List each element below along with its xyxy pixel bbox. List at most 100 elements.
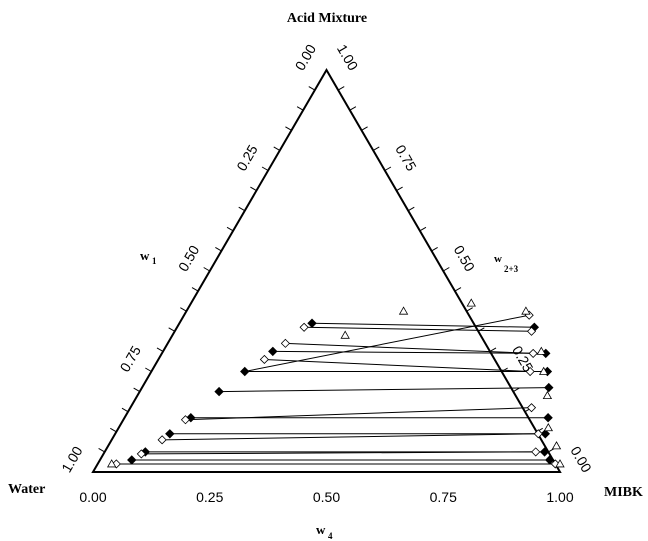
tick-mark [168, 327, 175, 332]
open-triangle-marker [521, 306, 531, 315]
tick-label-right: 0.00 [567, 444, 595, 476]
tick-label-bottom: 1.00 [546, 489, 573, 505]
vertex-label-left: Water [8, 482, 45, 497]
tick-mark [501, 367, 508, 372]
axis-label-w4: w 4 [316, 522, 333, 541]
tick-label-left: 1.00 [58, 443, 86, 475]
filled-diamond-marker [240, 366, 250, 377]
tie-line [312, 322, 535, 328]
tick-label-left: 0.25 [233, 142, 261, 174]
tick-mark [226, 226, 234, 232]
open-triangle-marker [106, 459, 117, 468]
tick-mark [407, 206, 415, 212]
tie-line [285, 342, 534, 354]
tie-line [264, 358, 531, 372]
tick-mark [273, 146, 281, 151]
tick-mark [203, 267, 211, 272]
open-triangle-marker [538, 366, 549, 375]
open-diamond-marker [528, 348, 538, 358]
open-triangle-marker [551, 441, 562, 450]
filled-diamond-marker [543, 413, 553, 423]
tie-line [304, 326, 532, 332]
tick-mark [384, 166, 392, 171]
filled-diamond-marker [544, 382, 554, 393]
tick-mark [145, 367, 152, 372]
tick-mark [215, 246, 222, 252]
axis-label-w1: w 1 [140, 248, 157, 266]
vertex-label-right: MIBK [604, 485, 643, 500]
tick-mark [98, 447, 105, 453]
tick-label-right: 0.75 [392, 142, 420, 174]
tick-mark [489, 347, 497, 352]
open-diamond-marker [136, 449, 146, 459]
tick-mark [238, 206, 246, 212]
filled-diamond-marker [540, 429, 550, 439]
filled-diamond-marker [214, 386, 224, 397]
axis-label-w23: w 2+3 [494, 253, 519, 274]
tick-label-right: 0.50 [451, 243, 479, 275]
tick-mark [431, 246, 438, 252]
open-triangle-marker [543, 422, 554, 432]
tick-label-left: 0.75 [117, 343, 145, 375]
tick-marks [98, 86, 555, 453]
tick-mark [191, 287, 199, 292]
open-diamond-marker [531, 447, 541, 457]
tick-mark [419, 226, 427, 232]
axis-label-w23-main: w [494, 253, 502, 265]
filled-diamond-marker [539, 447, 550, 457]
filled-diamond-marker [545, 455, 555, 465]
tick-label-right: 1.00 [334, 42, 362, 74]
open-triangle-marker [555, 459, 565, 468]
open-diamond-marker [299, 322, 309, 332]
open-diamond-marker [525, 366, 535, 377]
tick-label-left: 0.50 [175, 242, 203, 274]
triangle-frame [91, 68, 562, 473]
tick-mark [308, 86, 316, 91]
open-diamond-marker [157, 435, 167, 445]
open-diamond-marker [526, 326, 537, 336]
open-triangle-marker [466, 298, 476, 307]
open-triangle-marker [340, 330, 350, 339]
filled-diamond-marker [165, 429, 175, 439]
open-diamond-marker [526, 403, 537, 413]
open-diamond-marker [533, 429, 543, 439]
open-triangle-marker [542, 390, 553, 400]
tick-mark [396, 186, 403, 192]
tick-mark [454, 287, 462, 292]
tick-mark [349, 106, 357, 111]
tie-line [219, 387, 549, 393]
open-diamond-marker [259, 354, 269, 365]
vertex-label-top: Acid Mixture [287, 11, 367, 26]
tick-mark [133, 387, 140, 393]
tick-label-left: 0.00 [292, 41, 320, 73]
tick-mark [442, 267, 450, 272]
axis-label-w1-sub: 1 [152, 256, 157, 266]
tick-label-bottom: 0.25 [196, 489, 223, 505]
tick-label-bottom: 0.50 [313, 489, 340, 505]
tick-mark [180, 307, 187, 312]
tick-mark [372, 146, 380, 151]
axis-label-w23-sub: 2+3 [504, 264, 519, 274]
tick-mark [285, 126, 292, 131]
filled-diamond-marker [307, 318, 317, 328]
tick-label-bottom: 0.75 [430, 489, 457, 505]
tie-lines [116, 314, 556, 465]
axis-label-w4-main: w [316, 522, 326, 537]
axis-label-w4-sub: 4 [328, 531, 333, 541]
open-diamond-marker [280, 338, 290, 348]
tick-mark [250, 186, 257, 192]
tick-mark [361, 126, 368, 131]
tick-mark [110, 427, 117, 433]
axis-label-w1-main: w [140, 248, 150, 263]
tick-mark [121, 407, 129, 413]
data-markers [106, 298, 565, 469]
filled-diamond-marker [127, 455, 137, 465]
tick-label-bottom: 0.00 [79, 489, 106, 505]
tie-line [244, 314, 530, 372]
tick-mark [513, 387, 520, 393]
open-triangle-marker [536, 346, 547, 355]
tick-mark [296, 106, 304, 111]
tie-line [272, 350, 546, 354]
tie-line [162, 433, 539, 441]
